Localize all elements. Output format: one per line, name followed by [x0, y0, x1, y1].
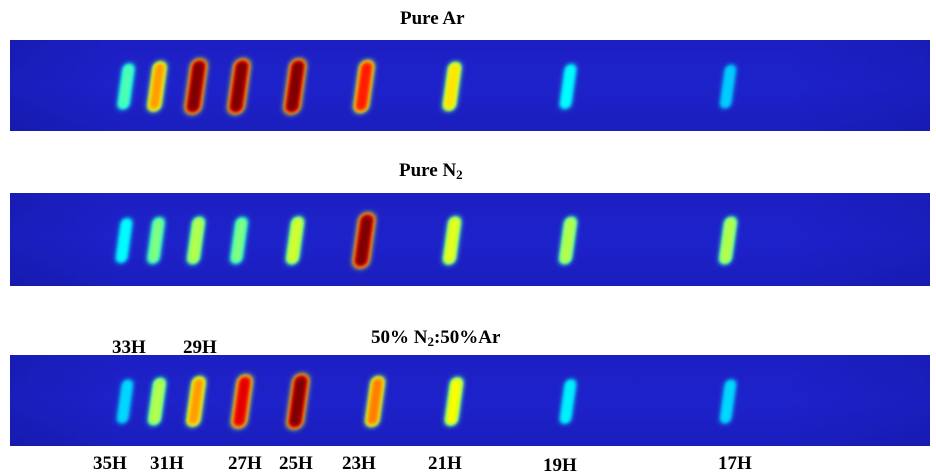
band-layer — [234, 377, 250, 426]
harmonic-band-23h — [444, 376, 464, 427]
title-sub: 2 — [427, 334, 434, 349]
panel-title-mix: 50% N2:50%Ar — [371, 328, 500, 348]
harmonic-band-19h — [720, 379, 736, 424]
harmonic-band-17h — [718, 216, 737, 265]
harmonic-label-19h: 19H — [543, 455, 577, 476]
harmonic-band-31h — [147, 61, 168, 112]
harmonic-band-25h — [285, 216, 305, 265]
harmonic-band-31h — [147, 217, 165, 264]
harmonic-band-17h — [720, 64, 736, 109]
band-layer — [150, 380, 164, 423]
title-sub: 2 — [456, 167, 463, 182]
harmonic-label-21h: 21H — [428, 453, 462, 474]
harmonic-band-33h — [115, 218, 133, 263]
harmonic-label-27h: 27H — [228, 453, 262, 474]
harmonic-label-29h-upper: 29H — [183, 337, 217, 358]
band-layer — [560, 380, 576, 424]
harmonic-band-19h — [558, 216, 577, 265]
band-layer — [445, 218, 459, 262]
harmonic-band-25h — [283, 58, 307, 115]
harmonic-band-27h — [286, 373, 310, 430]
harmonic-label-23h: 23H — [342, 453, 376, 474]
band-layer — [188, 379, 204, 424]
band-layer — [721, 219, 735, 262]
panel-shade — [10, 193, 930, 286]
harmonic-band-35h — [117, 379, 133, 424]
spectrum-panel-pure-n2 — [10, 193, 930, 286]
harmonic-band-29h — [231, 374, 253, 429]
band-layer — [189, 219, 203, 262]
harmonic-band-25h — [364, 375, 386, 428]
band-layer — [561, 219, 575, 262]
band-layer — [116, 218, 132, 263]
band-layer — [447, 379, 461, 424]
band-layer — [445, 64, 459, 109]
band-layer — [289, 376, 307, 427]
spectrum-panel-pure-ar — [10, 40, 930, 131]
title-part-1: Pure N — [399, 160, 457, 181]
band-layer — [117, 380, 133, 423]
harmonic-band-29h — [184, 58, 208, 115]
title-part-2: :50%Ar — [433, 327, 501, 348]
harmonic-band-21h — [442, 216, 462, 265]
band-layer — [367, 378, 383, 425]
band-layer — [149, 64, 165, 109]
harmonic-band-23h — [352, 212, 376, 269]
panel-shade — [10, 355, 930, 446]
panel-title-pure-ar: Pure Ar — [400, 9, 465, 29]
spectrum-panel-mix — [10, 355, 930, 446]
band-layer — [187, 61, 205, 112]
band-layer — [720, 65, 736, 108]
band-layer — [720, 380, 736, 423]
harmonic-band-33h — [147, 377, 166, 426]
band-layer — [286, 61, 304, 112]
band-layer — [560, 64, 576, 109]
harmonic-band-29h — [186, 216, 205, 265]
harmonic-band-33h — [117, 63, 135, 110]
panel-title-pure-n2: Pure N2 — [399, 161, 463, 181]
band-layer — [355, 215, 373, 266]
title-part-1: Pure Ar — [400, 8, 465, 29]
harmonic-label-31h: 31H — [150, 453, 184, 474]
band-layer — [288, 219, 302, 262]
harmonic-band-27h — [227, 58, 251, 115]
harmonic-band-21h — [442, 61, 462, 112]
band-layer — [149, 219, 163, 262]
harmonic-band-19h — [559, 64, 577, 109]
harmonic-band-27h — [230, 217, 248, 264]
band-layer — [119, 66, 133, 107]
harmonic-label-25h: 25H — [279, 453, 313, 474]
harmonic-band-23h — [353, 59, 375, 114]
harmonic-label-35h: 35H — [93, 453, 127, 474]
harmonic-band-21h — [559, 379, 577, 424]
harmonic-label-17h: 17H — [718, 453, 752, 474]
panel-shade — [10, 40, 930, 131]
harmonic-label-33h-upper: 33H — [112, 337, 146, 358]
band-layer — [230, 61, 248, 112]
band-layer — [232, 219, 246, 262]
harmonic-band-31h — [186, 376, 207, 427]
title-part-1: 50% N — [371, 327, 428, 348]
band-layer — [356, 62, 372, 110]
